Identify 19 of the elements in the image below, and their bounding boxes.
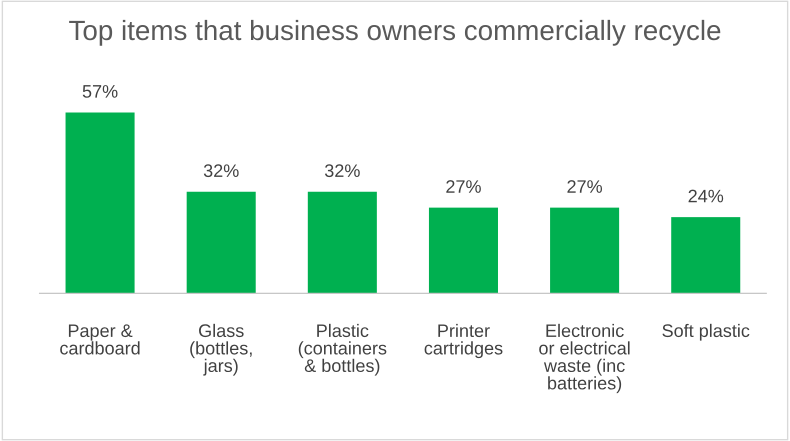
x-tick-label: Paper & cardboard [60, 324, 140, 355]
bar [428, 208, 498, 294]
bar [66, 112, 135, 294]
bar [671, 217, 740, 294]
data-label: 24% [688, 190, 724, 202]
x-tick-label: Glass (bottles, jars) [190, 324, 252, 376]
data-label: 32% [204, 164, 239, 178]
x-tick-label: Plastic (containers & bottles) [298, 324, 386, 376]
bar [550, 208, 620, 294]
chart-title: Top items that business owners commercially recycle [69, 20, 720, 46]
data-label: 32% [324, 164, 360, 178]
bar [186, 192, 256, 294]
data-label: 57% [82, 85, 118, 98]
x-tick-label: Electronic or electrical waste (inc batteries) [539, 324, 630, 394]
data-label: 27% [567, 180, 602, 193]
x-tick-label: Printer cartridges [424, 324, 502, 358]
data-label: 27% [446, 180, 481, 193]
bar [308, 192, 377, 294]
x-tick-label: Soft plastic [662, 324, 750, 341]
